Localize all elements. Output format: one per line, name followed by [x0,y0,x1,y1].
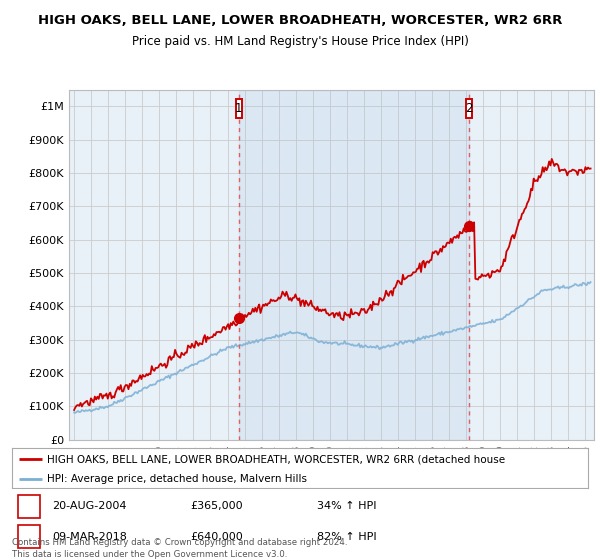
Text: HIGH OAKS, BELL LANE, LOWER BROADHEATH, WORCESTER, WR2 6RR (detached house: HIGH OAKS, BELL LANE, LOWER BROADHEATH, … [47,454,505,464]
Text: 2: 2 [25,530,32,543]
Bar [239,90,469,440]
Text: HIGH OAKS, BELL LANE, LOWER BROADHEATH, WORCESTER, WR2 6RR: HIGH OAKS, BELL LANE, LOWER BROADHEATH, … [38,14,562,27]
Text: 82% ↑ HPI: 82% ↑ HPI [317,531,377,542]
FancyBboxPatch shape [466,99,472,119]
Text: 1: 1 [235,102,242,115]
Text: £365,000: £365,000 [191,501,243,511]
FancyBboxPatch shape [18,525,40,548]
Text: Contains HM Land Registry data © Crown copyright and database right 2024.
This d: Contains HM Land Registry data © Crown c… [12,538,347,559]
Text: 09-MAR-2018: 09-MAR-2018 [52,531,127,542]
Text: 2: 2 [466,102,473,115]
Text: 1: 1 [25,500,32,513]
Text: HPI: Average price, detached house, Malvern Hills: HPI: Average price, detached house, Malv… [47,474,307,484]
Text: Price paid vs. HM Land Registry's House Price Index (HPI): Price paid vs. HM Land Registry's House … [131,35,469,48]
FancyBboxPatch shape [18,495,40,518]
Text: 20-AUG-2004: 20-AUG-2004 [52,501,127,511]
Text: 34% ↑ HPI: 34% ↑ HPI [317,501,377,511]
FancyBboxPatch shape [236,99,242,119]
Text: £640,000: £640,000 [191,531,244,542]
